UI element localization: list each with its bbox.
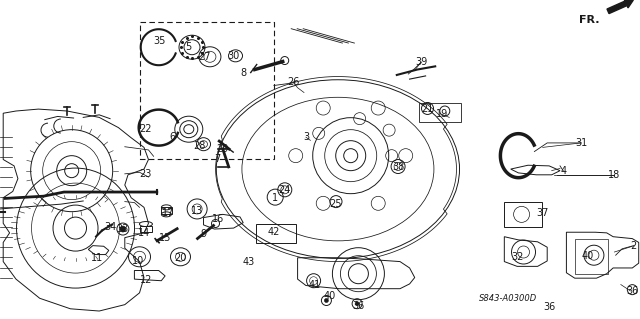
Text: 36: 36 xyxy=(352,300,365,311)
Text: 15: 15 xyxy=(159,233,172,243)
Text: 14: 14 xyxy=(138,228,150,238)
Text: 33: 33 xyxy=(116,224,129,234)
Text: 2: 2 xyxy=(630,241,637,251)
Bar xyxy=(140,22,274,159)
Text: 8: 8 xyxy=(240,68,246,78)
Text: 36: 36 xyxy=(543,302,556,312)
Text: 10: 10 xyxy=(131,256,144,266)
Text: 19: 19 xyxy=(435,109,448,119)
Text: 32: 32 xyxy=(511,252,524,262)
Bar xyxy=(575,239,608,274)
Text: 11: 11 xyxy=(91,253,104,263)
Text: 24: 24 xyxy=(278,185,291,195)
Text: 7: 7 xyxy=(214,154,221,165)
Text: 21: 21 xyxy=(421,104,434,114)
Circle shape xyxy=(324,299,328,302)
Text: 6: 6 xyxy=(170,132,176,142)
Text: 5: 5 xyxy=(186,42,192,52)
Text: 36: 36 xyxy=(626,286,639,296)
Text: 25: 25 xyxy=(330,198,342,209)
Text: 40: 40 xyxy=(581,251,594,261)
Text: 40: 40 xyxy=(323,291,336,301)
Text: 17: 17 xyxy=(161,208,174,218)
Bar xyxy=(504,202,541,227)
Circle shape xyxy=(120,226,126,232)
Text: 34: 34 xyxy=(104,222,116,232)
Text: 9: 9 xyxy=(200,229,207,240)
Text: 12: 12 xyxy=(140,275,152,285)
Text: S843-A0300D: S843-A0300D xyxy=(479,294,537,303)
Text: 35: 35 xyxy=(154,36,166,47)
Text: 20: 20 xyxy=(174,253,187,263)
Text: 30: 30 xyxy=(227,51,240,61)
Bar xyxy=(419,103,461,122)
Text: 29: 29 xyxy=(216,144,229,154)
Text: 28: 28 xyxy=(193,141,206,151)
Text: 3: 3 xyxy=(303,132,309,142)
Text: 22: 22 xyxy=(140,124,152,134)
FancyArrow shape xyxy=(607,0,634,14)
Bar xyxy=(256,224,296,243)
Text: 39: 39 xyxy=(415,57,428,67)
Text: 16: 16 xyxy=(211,214,224,225)
Text: 42: 42 xyxy=(268,227,280,237)
Text: 26: 26 xyxy=(287,77,300,87)
Text: 31: 31 xyxy=(575,138,588,148)
Text: 27: 27 xyxy=(198,52,211,62)
Text: FR.: FR. xyxy=(579,15,600,25)
Circle shape xyxy=(355,302,359,306)
Text: 18: 18 xyxy=(608,170,621,180)
Text: 37: 37 xyxy=(536,208,549,218)
Text: 13: 13 xyxy=(191,205,204,216)
Text: 23: 23 xyxy=(140,169,152,179)
Text: 38: 38 xyxy=(392,161,404,172)
Text: 1: 1 xyxy=(272,193,278,203)
Text: 41: 41 xyxy=(308,279,321,290)
Text: 43: 43 xyxy=(242,257,255,267)
Text: 4: 4 xyxy=(560,166,566,176)
